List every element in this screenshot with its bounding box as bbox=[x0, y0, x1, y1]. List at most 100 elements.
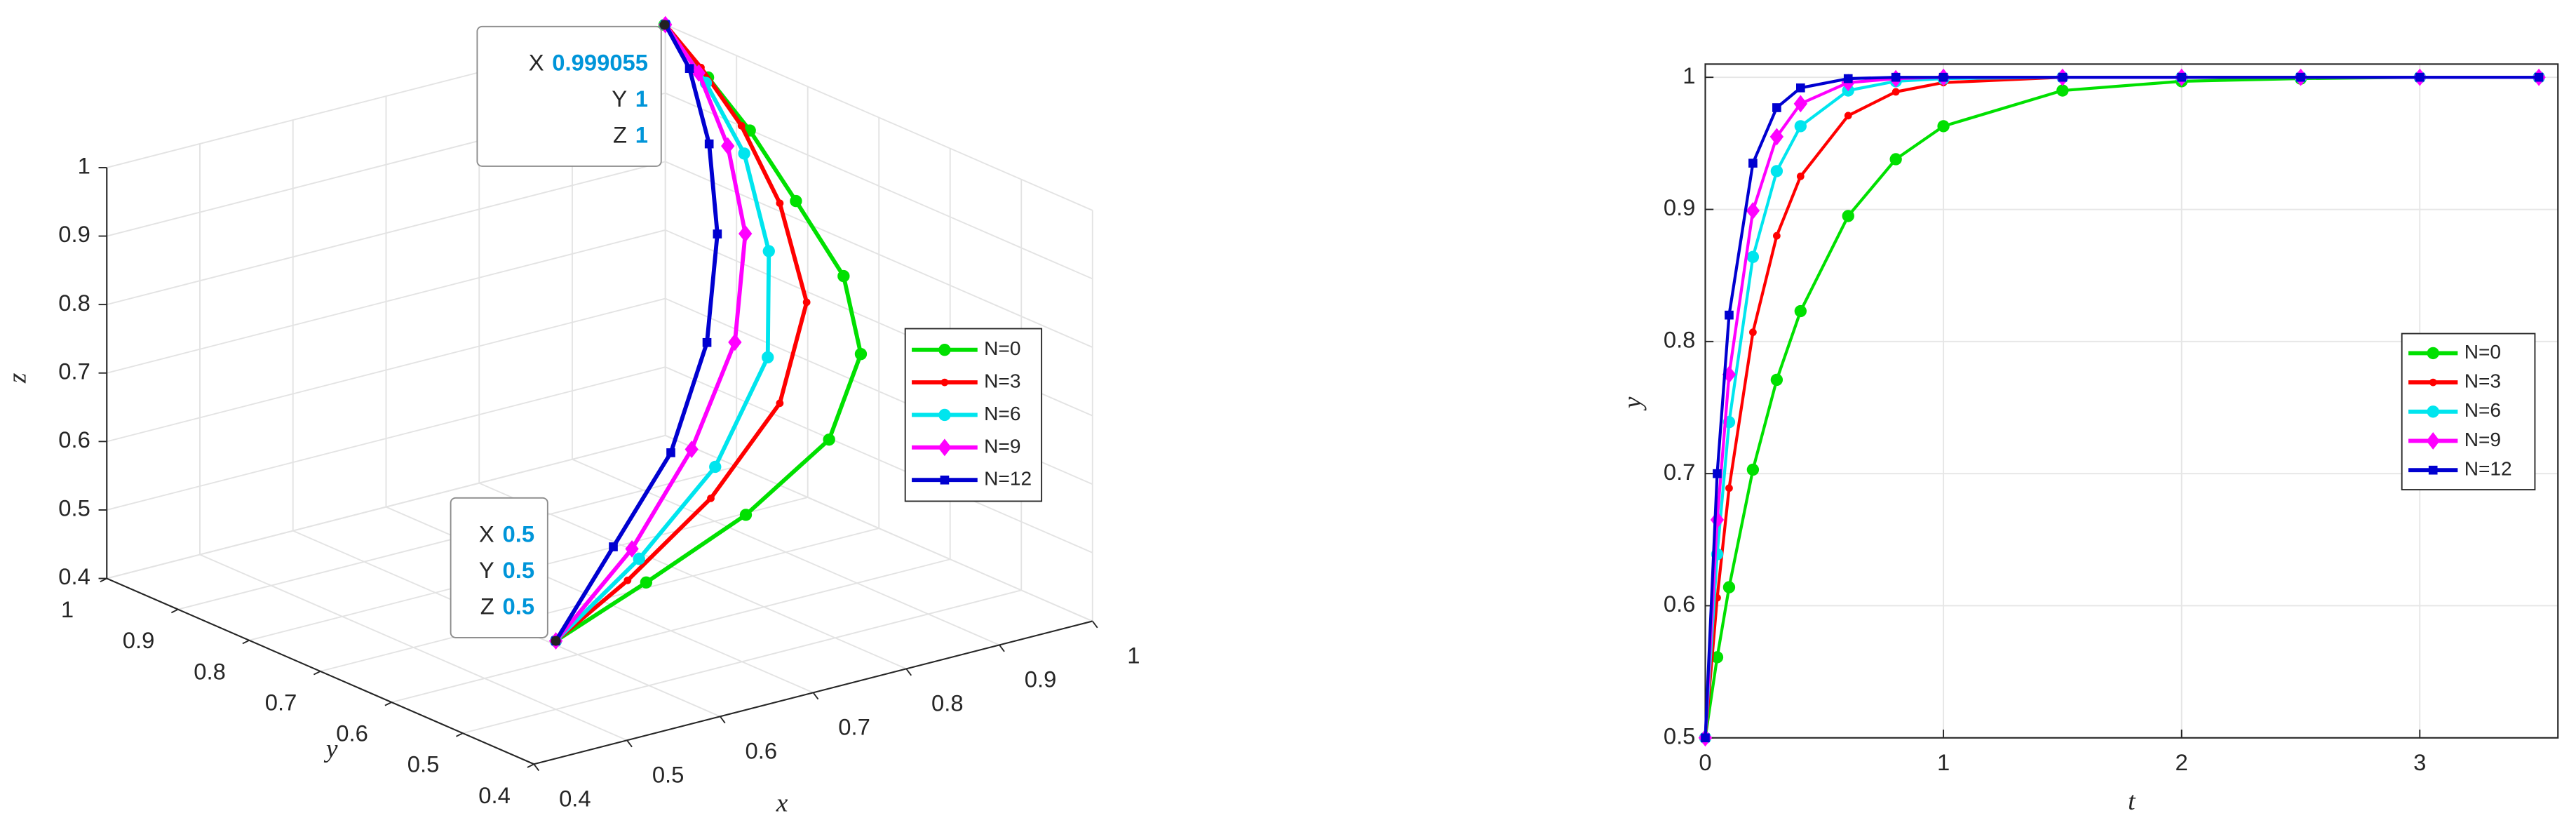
y-tick-label: 0.8 bbox=[1664, 326, 1696, 352]
grid-line bbox=[107, 366, 666, 511]
marker bbox=[1772, 232, 1781, 240]
marker bbox=[1937, 120, 1950, 133]
marker bbox=[1843, 74, 1853, 83]
y-tick-label: 0.8 bbox=[194, 658, 226, 684]
marker bbox=[685, 441, 699, 458]
marker bbox=[739, 509, 753, 521]
x-tick-label: 0.9 bbox=[1025, 666, 1057, 692]
marker bbox=[623, 576, 632, 584]
y-tick-label: 0.6 bbox=[1664, 591, 1696, 617]
marker bbox=[2427, 347, 2439, 360]
grid-line bbox=[107, 434, 666, 579]
marker bbox=[1793, 95, 1808, 113]
marker bbox=[1746, 201, 1760, 220]
marker bbox=[823, 433, 835, 446]
grid-line bbox=[462, 589, 1022, 734]
x-tick-label: 2 bbox=[2176, 749, 2188, 775]
marker bbox=[1842, 210, 1854, 222]
datatip-label: X bbox=[529, 49, 544, 75]
marker bbox=[1794, 120, 1807, 133]
marker bbox=[2427, 405, 2439, 418]
tick-mark bbox=[384, 702, 392, 706]
grid-line bbox=[665, 24, 1093, 211]
datatip-value: 1 bbox=[635, 86, 648, 112]
marker bbox=[738, 147, 750, 160]
marker bbox=[1772, 103, 1781, 112]
marker bbox=[776, 199, 784, 208]
datatip-point bbox=[659, 20, 670, 30]
grid-line bbox=[391, 558, 950, 703]
tick-mark bbox=[456, 732, 464, 737]
axis-line bbox=[106, 167, 1093, 765]
marker bbox=[721, 137, 735, 155]
marker bbox=[737, 121, 746, 130]
datatip-label: Z bbox=[480, 593, 494, 619]
legend-label: N=12 bbox=[2464, 458, 2512, 480]
y-tick-label: 1 bbox=[1683, 62, 1695, 88]
marker bbox=[762, 351, 774, 364]
x-axis-label: t bbox=[2128, 787, 2136, 816]
line bbox=[554, 23, 771, 643]
x-tick-label: 3 bbox=[2413, 749, 2426, 775]
marker bbox=[802, 298, 811, 307]
z-tick-label: 0.7 bbox=[58, 358, 90, 384]
y-axis-label: y bbox=[1618, 396, 1647, 411]
marker bbox=[938, 438, 952, 457]
grid-line bbox=[665, 366, 1093, 553]
marker bbox=[666, 448, 675, 457]
tick-mark bbox=[242, 639, 250, 645]
legend-label: N=9 bbox=[984, 435, 1020, 457]
datatip-label: Y bbox=[612, 86, 627, 112]
y-tick-label: 0.7 bbox=[265, 689, 297, 715]
marker bbox=[1748, 159, 1758, 168]
tick-mark bbox=[812, 692, 819, 700]
x-tick-label: 1 bbox=[1937, 749, 1950, 775]
marker bbox=[2058, 72, 2068, 82]
marker bbox=[2428, 465, 2438, 475]
tick-mark bbox=[720, 716, 726, 724]
marker bbox=[633, 552, 645, 565]
marker bbox=[1769, 128, 1784, 146]
marker bbox=[938, 344, 951, 356]
y-tick-label: 0.5 bbox=[407, 751, 440, 777]
tick-mark bbox=[533, 763, 540, 772]
datatip-value: 0.5 bbox=[503, 521, 535, 546]
marker bbox=[1746, 250, 1760, 263]
marker bbox=[1844, 112, 1852, 120]
x-axis-label: x bbox=[776, 789, 788, 817]
line bbox=[554, 23, 720, 643]
line bbox=[1704, 76, 2540, 739]
marker bbox=[1770, 165, 1783, 177]
datatip-value: 1 bbox=[635, 121, 648, 147]
datatip-point bbox=[551, 636, 561, 646]
z-tick-label: 0.4 bbox=[58, 563, 90, 589]
marker bbox=[685, 64, 694, 74]
datatip-value: 0.999055 bbox=[552, 49, 648, 75]
legend-label: N=0 bbox=[984, 337, 1020, 359]
y-tick-label: 0.4 bbox=[478, 782, 511, 808]
legend-label: N=6 bbox=[984, 403, 1020, 424]
marker bbox=[704, 139, 714, 149]
tick-mark bbox=[999, 644, 1005, 652]
marker bbox=[640, 576, 653, 589]
y-axis-label: y bbox=[323, 734, 338, 763]
z-tick-label: 0.5 bbox=[58, 495, 90, 521]
marker bbox=[1749, 328, 1757, 337]
marker bbox=[692, 64, 706, 82]
z-tick-label: 0.6 bbox=[58, 427, 90, 452]
marker bbox=[1713, 469, 1722, 478]
marker bbox=[707, 494, 715, 502]
line bbox=[1704, 76, 2540, 738]
tick-mark bbox=[527, 763, 534, 768]
y-tick-label: 1 bbox=[61, 596, 74, 622]
datatip-value: 0.5 bbox=[503, 557, 535, 583]
tick-mark bbox=[905, 668, 912, 676]
legend-label: N=12 bbox=[984, 468, 1032, 490]
z-tick-label: 1 bbox=[78, 153, 90, 179]
y-tick-label: 0.7 bbox=[1664, 459, 1696, 485]
